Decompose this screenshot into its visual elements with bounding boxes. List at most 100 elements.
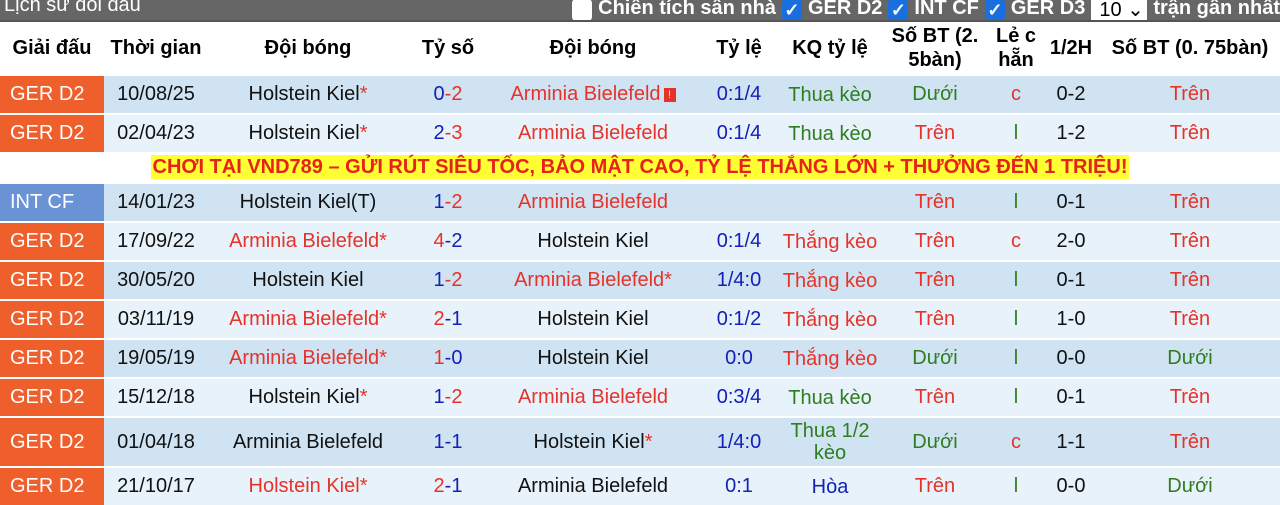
over-under-0-75: Trên bbox=[1100, 74, 1280, 114]
league-badge: GER D2 bbox=[0, 338, 104, 378]
home-team[interactable]: Holstein Kiel(T) bbox=[208, 182, 408, 222]
away-goals: 2 bbox=[451, 230, 463, 252]
half-time-score: 0-1 bbox=[1042, 182, 1100, 222]
odds bbox=[698, 182, 780, 222]
away-goals: 3 bbox=[451, 122, 463, 144]
filter-checkbox[interactable]: ✓ bbox=[984, 0, 1005, 20]
league-badge: GER D2 bbox=[0, 113, 104, 152]
score: 4-2 bbox=[408, 221, 488, 261]
team-name: Arminia Bielefeld bbox=[517, 386, 669, 408]
odds: 0:1/4 bbox=[698, 113, 780, 152]
score: 1-2 bbox=[408, 182, 488, 222]
home-goals: 2 bbox=[433, 122, 445, 144]
away-team[interactable]: Arminia Bielefeld bbox=[488, 182, 698, 222]
odd-even: l bbox=[990, 260, 1042, 300]
column-header: Lẻ c hẵn bbox=[990, 22, 1042, 75]
home-team[interactable]: Holstein Kiel* bbox=[208, 74, 408, 114]
odds-result: Thua 1/2 kèo bbox=[780, 416, 880, 467]
home-team[interactable]: Arminia Bielefeld* bbox=[208, 338, 408, 378]
away-team[interactable]: Arminia Bielefeld bbox=[488, 466, 698, 505]
odds: 0:1/2 bbox=[698, 299, 780, 339]
ad-banner[interactable]: CHƠI TẠI VND789 – GỬI RÚT SIÊU TỐC, BẢO … bbox=[150, 154, 1130, 179]
column-header: Số BT (0. 75bàn) bbox=[1100, 22, 1280, 75]
home-team[interactable]: Arminia Bielefeld* bbox=[208, 299, 408, 339]
team-name: Holstein Kiel bbox=[248, 122, 360, 144]
match-date: 02/04/23 bbox=[104, 113, 208, 152]
column-header: Đội bóng bbox=[488, 22, 698, 75]
count-select[interactable]: 10 ⌄ bbox=[1091, 0, 1148, 20]
odd-even: l bbox=[990, 338, 1042, 378]
red-card-icon: ! bbox=[663, 87, 676, 102]
column-header: Tỷ lệ bbox=[698, 22, 780, 75]
match-row: INT CF 14/01/23 Holstein Kiel(T) 1-2 Arminia… bbox=[0, 182, 1280, 222]
match-row: GER D2 17/09/22 Arminia Bielefeld* 4-2 Holst… bbox=[0, 221, 1280, 261]
home-marker: * bbox=[379, 308, 387, 330]
over-under-2-5: Trên bbox=[880, 299, 990, 339]
filter-label[interactable]: GER D3 bbox=[1010, 0, 1086, 19]
away-goals: 0 bbox=[451, 347, 463, 369]
half-time-score: 0-0 bbox=[1042, 338, 1100, 378]
away-team[interactable]: Arminia Bielefeld! bbox=[488, 74, 698, 114]
away-team[interactable]: Arminia Bielefeld* bbox=[488, 260, 698, 300]
section-title: Lịch sử đối đầu bbox=[4, 0, 141, 16]
home-team[interactable]: Holstein Kiel* bbox=[208, 377, 408, 417]
table-header: Giải đấu Thời gian Đội bóng Tỷ số Đội bóng Tỷ… bbox=[0, 22, 1280, 75]
score-separator: - bbox=[444, 83, 452, 105]
team-name: Arminia Bielefeld bbox=[517, 191, 669, 213]
filter-label[interactable]: INT CF bbox=[914, 0, 979, 19]
team-name: Arminia Bielefeld bbox=[232, 430, 384, 453]
home-marker: * bbox=[664, 269, 672, 291]
away-team[interactable]: Holstein Kiel* bbox=[488, 416, 698, 467]
match-date: 10/08/25 bbox=[104, 74, 208, 114]
away-team[interactable]: Holstein Kiel bbox=[488, 338, 698, 378]
team-name: Holstein Kiel bbox=[248, 475, 360, 497]
away-team[interactable]: Arminia Bielefeld bbox=[488, 113, 698, 152]
odds-result: Thua kèo bbox=[780, 74, 880, 114]
over-under-2-5: Trên bbox=[880, 466, 990, 505]
home-team[interactable]: Holstein Kiel* bbox=[208, 466, 408, 505]
odds-result: Thắng kèo bbox=[780, 221, 880, 261]
away-team[interactable]: Arminia Bielefeld bbox=[488, 377, 698, 417]
odds: 0:1/4 bbox=[698, 221, 780, 261]
odd-even: c bbox=[990, 74, 1042, 114]
filter-label[interactable]: GER D2 bbox=[807, 0, 883, 19]
odds-result: Thắng kèo bbox=[780, 299, 880, 339]
home-goals: 1 bbox=[433, 430, 445, 453]
column-header: Tỷ số bbox=[408, 22, 488, 75]
over-under-0-75: Trên bbox=[1100, 221, 1280, 261]
filter-checkbox[interactable] bbox=[572, 0, 593, 20]
filter-checkbox[interactable]: ✓ bbox=[781, 0, 802, 20]
half-time-score: 0-1 bbox=[1042, 377, 1100, 417]
away-team[interactable]: Holstein Kiel bbox=[488, 221, 698, 261]
home-marker: * bbox=[644, 430, 653, 453]
score: 0-2 bbox=[408, 74, 488, 114]
team-name: Holstein Kiel bbox=[537, 347, 649, 369]
home-team[interactable]: Holstein Kiel bbox=[208, 260, 408, 300]
column-header: Đội bóng bbox=[208, 22, 408, 75]
home-goals: 2 bbox=[433, 308, 445, 330]
odds-result: Thua kèo bbox=[780, 377, 880, 417]
team-name: Holstein Kiel bbox=[248, 83, 360, 105]
home-team[interactable]: Arminia Bielefeld bbox=[208, 416, 408, 467]
league-badge: GER D2 bbox=[0, 377, 104, 417]
league-badge: GER D2 bbox=[0, 221, 104, 261]
home-team[interactable]: Arminia Bielefeld* bbox=[208, 221, 408, 261]
filter-label[interactable]: Chiến tích sân nhà bbox=[598, 0, 776, 19]
over-under-0-75: Trên bbox=[1100, 260, 1280, 300]
home-marker: * bbox=[379, 230, 387, 252]
away-team[interactable]: Holstein Kiel bbox=[488, 299, 698, 339]
match-row: GER D2 03/11/19 Arminia Bielefeld* 2-1 Holst… bbox=[0, 299, 1280, 339]
half-time-score: 0-1 bbox=[1042, 260, 1100, 300]
team-name: Arminia Bielefeld bbox=[229, 308, 380, 330]
filter-checkbox[interactable]: ✓ bbox=[888, 0, 909, 20]
match-date: 14/01/23 bbox=[104, 182, 208, 222]
odds-result: Thắng kèo bbox=[780, 338, 880, 378]
home-team[interactable]: Holstein Kiel* bbox=[208, 113, 408, 152]
filters: Chiến tích sân nhà ✓ GER D2 ✓ INT CF ✓ GER D3 1… bbox=[572, 0, 1280, 20]
odds-result bbox=[780, 182, 880, 222]
column-header: KQ tỷ lệ bbox=[780, 22, 880, 75]
half-time-score: 1-2 bbox=[1042, 113, 1100, 152]
match-date: 01/04/18 bbox=[104, 416, 208, 467]
score: 1-2 bbox=[408, 260, 488, 300]
team-name: Holstein Kiel bbox=[537, 230, 649, 252]
